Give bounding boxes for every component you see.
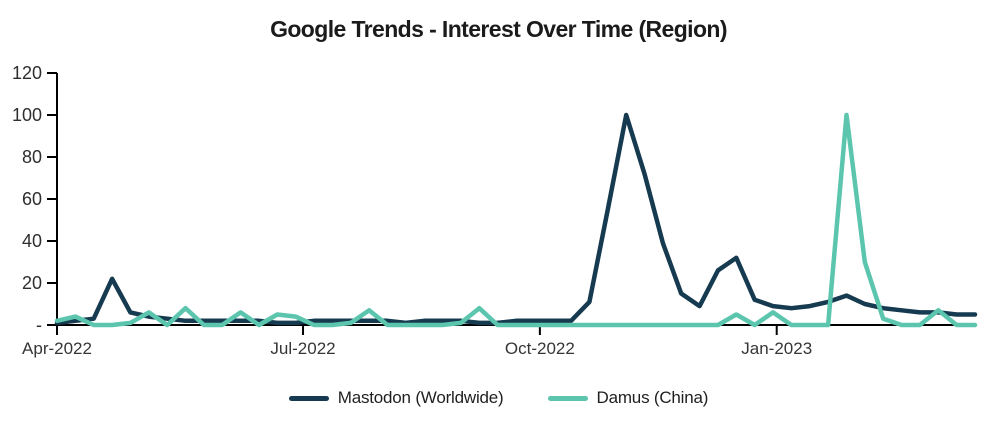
x-tick-label: Oct-2022 <box>505 339 575 358</box>
legend-swatch <box>288 395 329 401</box>
y-tick-label: - <box>36 315 42 335</box>
legend-swatch <box>547 395 588 401</box>
chart-title: Google Trends - Interest Over Time (Regi… <box>270 16 727 42</box>
legend-item: Mastodon (Worldwide) <box>288 388 504 408</box>
legend-label: Damus (China) <box>596 388 709 407</box>
x-tick-label: Jan-2023 <box>741 339 812 358</box>
series-line-mastodon <box>54 112 978 326</box>
y-tick-label: 40 <box>22 231 42 251</box>
y-tick-label: 60 <box>22 189 42 209</box>
y-tick-label: 100 <box>12 105 42 125</box>
y-tick-label: 80 <box>22 147 42 167</box>
legend-item: Damus (China) <box>547 388 709 408</box>
y-tick-label: 20 <box>22 273 42 293</box>
x-tick-label: Jul-2022 <box>270 339 335 358</box>
y-tick-label: 120 <box>12 63 42 83</box>
series-line-damus <box>54 112 978 328</box>
legend-label: Mastodon (Worldwide) <box>337 388 504 407</box>
legend: Mastodon (Worldwide) Damus (China) <box>0 388 997 408</box>
x-tick-label: Apr-2022 <box>22 339 92 358</box>
